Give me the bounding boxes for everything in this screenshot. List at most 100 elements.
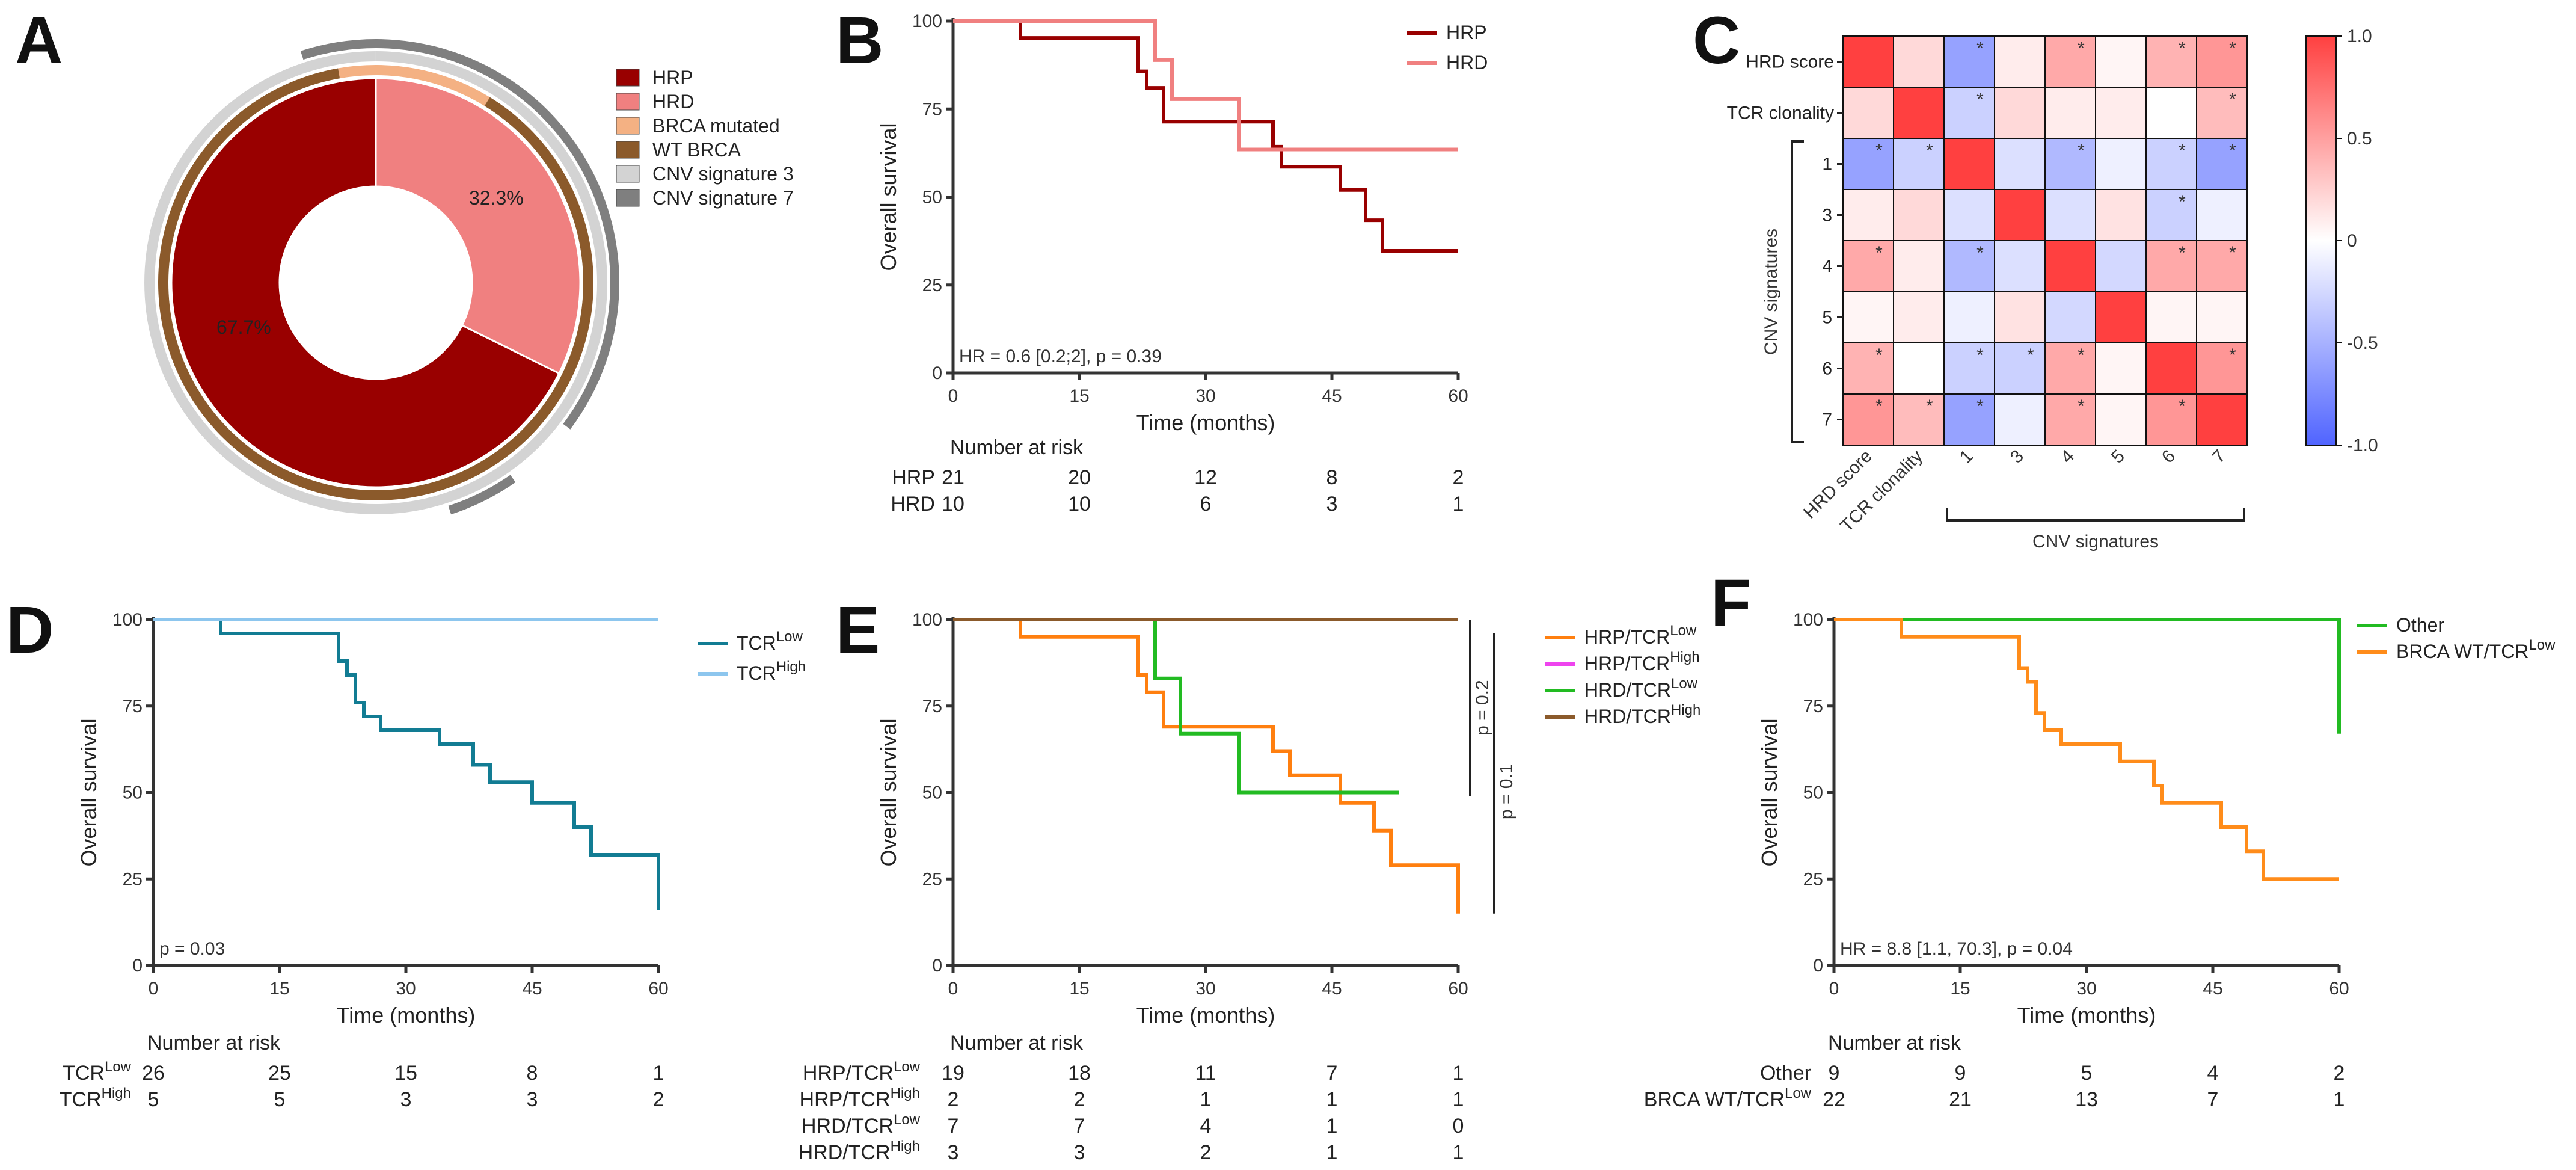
significance-star: * — [1976, 243, 1984, 263]
heatmap-cell — [2196, 393, 2248, 446]
heatmap-row-label: 5 — [1822, 308, 1832, 328]
plot-annotation: HR = 8.8 [1.1, 70.3], p = 0.04 — [1840, 939, 2073, 959]
heatmap-cell — [1943, 138, 1995, 190]
risk-count-hrd-tcr-high: 1 — [1326, 1141, 1338, 1164]
plot-annotation: HR = 0.6 [0.2;2], p = 0.39 — [959, 346, 1162, 366]
risk-count-hrd-tcr-low: 7 — [948, 1115, 959, 1138]
risk-group-label-hrp-tcr-high: HRP/TCRHigh — [800, 1085, 920, 1111]
x-tick-label: 60 — [648, 979, 668, 999]
heatmap-cell — [1893, 240, 1945, 292]
significance-star: * — [2179, 396, 2186, 416]
heatmap-cell — [1994, 87, 2046, 139]
risk-group-label-hrd: HRD — [891, 493, 935, 516]
heatmap-cell — [1893, 291, 1945, 343]
risk-count-hrp-tcr-low: 18 — [1068, 1062, 1091, 1085]
heatmap-cell — [1994, 342, 2046, 395]
legend-label-hrp: HRP — [1446, 22, 1487, 43]
heatmap-col-label: 3 — [2007, 446, 2028, 467]
y-tick-label: 75 — [1803, 697, 1823, 716]
heatmap-cell — [1943, 240, 1995, 292]
significance-star: * — [2027, 345, 2034, 365]
legend-label-hrd: HRD — [652, 91, 694, 112]
donut-slice-hrp — [170, 77, 560, 488]
cnv-group-label-left: CNV signatures — [1761, 229, 1781, 355]
heatmap-cell — [2095, 35, 2147, 88]
significance-star: * — [1875, 141, 1883, 161]
y-tick-label: 0 — [132, 956, 143, 976]
x-tick-label: 60 — [2329, 979, 2349, 999]
km-curve-brca-wt-tcr-low — [1834, 618, 2339, 881]
legend-swatch-hrp — [616, 69, 640, 87]
legend-swatch-hrd — [616, 93, 640, 111]
heatmap-col-label: 1 — [1956, 446, 1977, 467]
risk-group-label-hrp-tcr-low: HRP/TCRLow — [803, 1059, 921, 1085]
panel-c-correlation-heatmap: * * * * * * * * * * * * * * * * * * * * * * * * * * HRD score TCR c… — [1727, 26, 2378, 552]
significance-star: * — [1976, 345, 1984, 365]
risk-count-other: 5 — [2081, 1062, 2093, 1085]
panel-label-a: A — [15, 4, 63, 78]
risk-group-label-brca-wt-tcr-low: BRCA WT/TCRLow — [1644, 1085, 1812, 1111]
heatmap-cell — [2044, 291, 2096, 343]
heatmap-cell — [1943, 291, 1995, 343]
legend-label-wt-brca: WT BRCA — [652, 139, 741, 161]
heatmap-col-label: 5 — [2108, 446, 2129, 467]
risk-count-brca-wt-tcr-low: 1 — [2334, 1088, 2345, 1111]
legend-swatch-brca-mutated — [616, 117, 640, 135]
risk-group-label-hrd-tcr-high: HRD/TCRHigh — [799, 1138, 920, 1164]
heatmap-cell — [2196, 138, 2248, 190]
slice-label-hrd: 32.3% — [469, 187, 524, 209]
legend-swatch-wt-brca — [616, 141, 640, 159]
x-axis-title: Time (months) — [1136, 1003, 1275, 1027]
x-axis-title: Time (months) — [2017, 1003, 2156, 1027]
heatmap-row-label: 4 — [1822, 257, 1832, 277]
heatmap-cell — [1893, 342, 1945, 395]
risk-count-hrd: 10 — [942, 493, 964, 516]
risk-table-title: Number at risk — [950, 436, 1084, 459]
heatmap-col-label: 4 — [2057, 446, 2078, 467]
risk-table-title: Number at risk — [950, 1032, 1084, 1055]
x-tick-label: 60 — [1448, 386, 1468, 406]
risk-count-hrp-tcr-high: 1 — [1200, 1088, 1212, 1111]
risk-count-hrp: 12 — [1194, 466, 1217, 489]
ring-brca-mutated — [338, 64, 490, 106]
heatmap-cell — [1893, 138, 1945, 190]
heatmap-cell — [2145, 393, 2197, 446]
heatmap-cell — [2044, 240, 2096, 292]
risk-count-hrd-tcr-high: 3 — [948, 1141, 959, 1164]
heatmap-col-label: 6 — [2158, 446, 2179, 467]
heatmap-cell — [2145, 35, 2197, 88]
risk-count-brca-wt-tcr-low: 13 — [2075, 1088, 2098, 1111]
km-curve-other — [1834, 618, 2341, 734]
significance-star: * — [2229, 90, 2236, 109]
heatmap-cell — [1994, 35, 2046, 88]
heatmap-cell — [2044, 189, 2096, 241]
legend-label-hrp-tcr-high: HRP/TCRHigh — [1584, 649, 1700, 674]
legend-label-hrp-tcr-low: HRP/TCRLow — [1584, 623, 1697, 648]
risk-count-tcr-high: 3 — [400, 1088, 412, 1111]
heatmap-cell — [2044, 35, 2096, 88]
risk-count-other: 9 — [1829, 1062, 1840, 1085]
x-tick-label: 0 — [948, 386, 958, 406]
heatmap-cell — [2145, 87, 2197, 139]
risk-count-hrp: 2 — [1453, 466, 1464, 489]
significance-star: * — [2078, 345, 2085, 365]
significance-star: * — [1926, 396, 1933, 416]
cnv-group-label-bottom: CNV signatures — [2032, 532, 2159, 552]
risk-count-other: 4 — [2207, 1062, 2219, 1085]
x-tick-label: 0 — [149, 979, 159, 999]
x-tick-label: 30 — [1195, 979, 1215, 999]
x-tick-label: 45 — [1322, 386, 1342, 406]
risk-group-label-hrd-tcr-low: HRD/TCRLow — [802, 1112, 921, 1138]
risk-count-hrd: 1 — [1453, 493, 1464, 516]
heatmap-cell — [1893, 189, 1945, 241]
legend-label-hrp: HRP — [652, 67, 693, 88]
risk-count-tcr-low: 15 — [394, 1062, 417, 1085]
risk-count-hrp-tcr-high: 1 — [1326, 1088, 1338, 1111]
heatmap-cell — [1893, 87, 1945, 139]
significance-star: * — [2229, 38, 2236, 58]
heatmap-cell — [1943, 87, 1995, 139]
cnv-bracket-bottom — [1946, 508, 2245, 522]
heatmap-row-label: 1 — [1822, 155, 1832, 174]
x-axis-title: Time (months) — [1136, 410, 1275, 435]
